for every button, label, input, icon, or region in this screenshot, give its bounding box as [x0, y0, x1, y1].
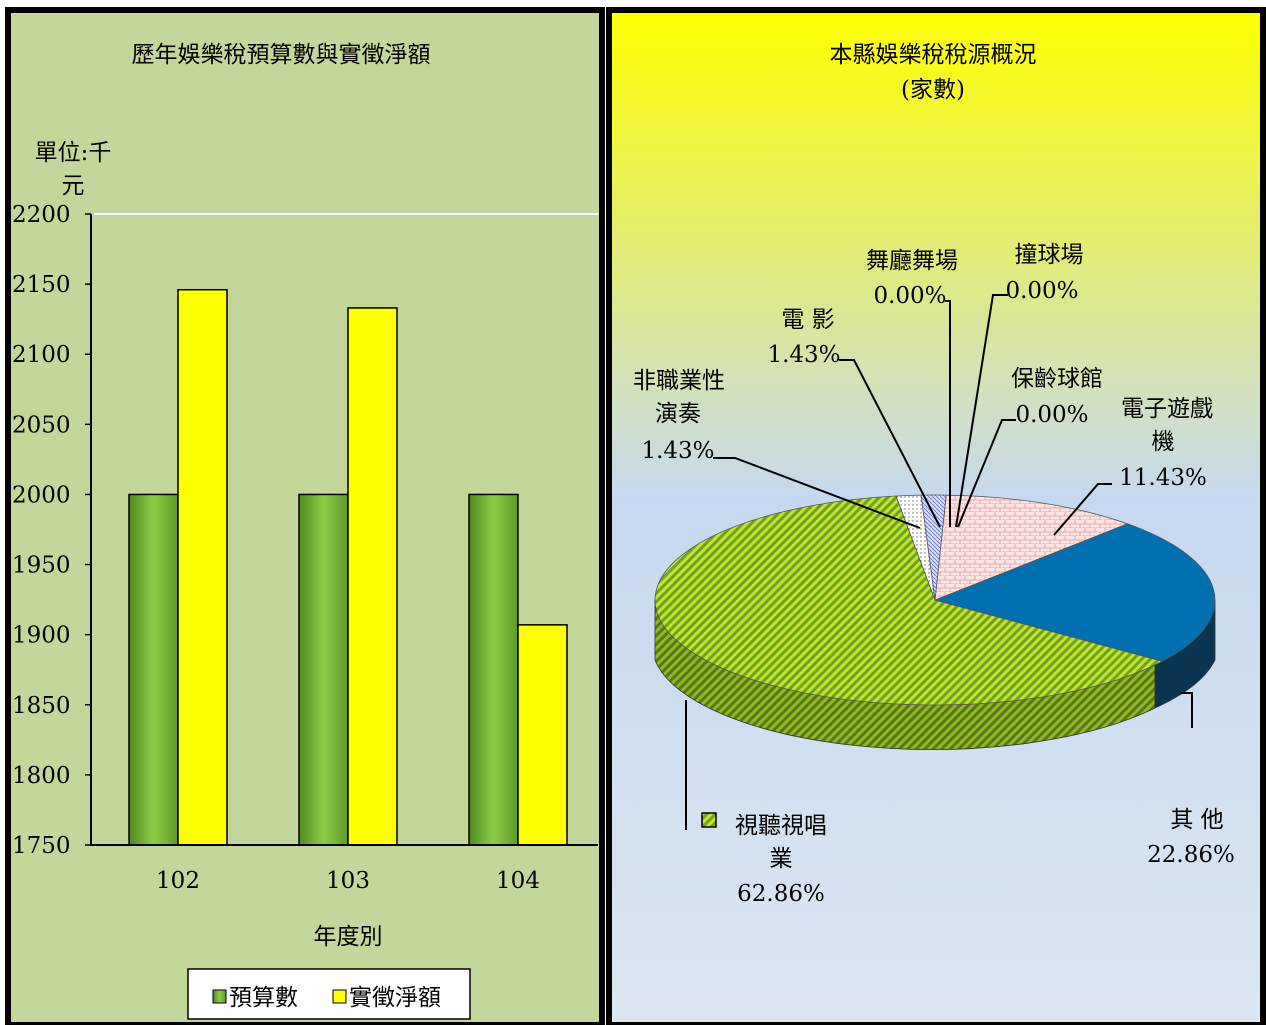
x-tick-label: 103 — [326, 868, 370, 894]
pie-slice-other — [933, 523, 1216, 662]
label-ktv-value: 62.86% — [737, 881, 825, 907]
bar-actual-102 — [177, 288, 228, 846]
y-tick-label: 1800 — [12, 763, 71, 789]
x-tick-labels: 102 103 104 — [156, 868, 540, 894]
y-tick-label: 1900 — [12, 623, 71, 649]
pie-chart-subtitle: (家數) — [901, 77, 965, 103]
legend-box — [187, 968, 471, 1020]
y-tick-label: 2050 — [12, 412, 71, 438]
leader-game — [1053, 483, 1112, 536]
label-perf-value: 1.43% — [641, 438, 714, 464]
label-bowling: 保齡球館 — [1011, 366, 1103, 392]
pie-slice-ktv — [654, 495, 1164, 706]
label-billiards: 撞球場 — [1015, 242, 1084, 268]
label-ktv-line2: 業 — [770, 846, 793, 872]
bar-budget-103 — [298, 493, 349, 846]
label-ktv-line1: 視聽視唱 — [735, 813, 827, 839]
y-tick-label: 2000 — [12, 482, 71, 508]
pie-labels: 視聽視唱 業 62.86% 其 他 22.86% 電子遊戲 機 11.43% 非… — [633, 242, 1235, 907]
y-tick-label: 1750 — [12, 833, 71, 859]
y-tick-label: 1950 — [12, 553, 71, 579]
leader-bowling — [957, 419, 1016, 528]
leader-dance — [945, 300, 951, 527]
y-tick-label: 2150 — [12, 272, 71, 298]
label-movie: 電 影 — [781, 307, 834, 333]
bar-chart-title: 歷年娛樂稅預算數與實徵淨額 — [132, 42, 431, 68]
bar-marks — [128, 288, 568, 846]
pie-chart-title: 本縣娛樂稅稅源概況 — [830, 42, 1037, 68]
label-other-value: 22.86% — [1147, 842, 1235, 868]
y-tick-label: 2100 — [12, 342, 71, 368]
label-movie-value: 1.43% — [767, 342, 840, 368]
leader-other — [1181, 692, 1193, 728]
bar-budget-104 — [468, 493, 519, 846]
leader-lines — [685, 294, 1193, 830]
y-tick-label: 2200 — [12, 202, 71, 228]
leader-billiards — [955, 294, 1008, 528]
bar-budget-102 — [128, 493, 179, 846]
bar-legend: 預算數 實徵淨額 — [187, 968, 471, 1020]
label-dance: 舞廳舞場 — [866, 248, 958, 274]
pie-slice-movie — [920, 494, 947, 601]
label-bowling-value: 0.00% — [1015, 402, 1088, 428]
label-game-line2: 機 — [1152, 429, 1175, 455]
label-perf-line1: 非職業性 — [633, 368, 725, 394]
x-tick-label: 104 — [496, 868, 540, 894]
label-dance-value: 0.00% — [873, 283, 946, 309]
legend-swatch-budget — [212, 989, 227, 1004]
label-game-value: 11.43% — [1119, 465, 1207, 491]
x-tick-label: 102 — [156, 868, 200, 894]
label-billiards-value: 0.00% — [1005, 278, 1078, 304]
label-other: 其 他 — [1170, 807, 1223, 833]
leader-perf — [713, 457, 921, 529]
pie-chart-panel: 本縣娛樂稅稅源概況 (家數) 視聽視唱 業 62.86% 其 他 — [606, 7, 1266, 1025]
bar-chart-unit-line1: 單位:千 — [35, 140, 112, 166]
ktv-legend-key — [701, 812, 717, 828]
label-perf-line2: 演奏 — [655, 401, 701, 427]
legend-label-actual: 實徵淨額 — [349, 985, 441, 1011]
x-axis-label: 年度別 — [314, 924, 383, 950]
bar-actual-103 — [347, 307, 398, 846]
legend-swatch-actual — [332, 989, 347, 1004]
bar-chart-panel: 歷年娛樂稅預算數與實徵淨額 單位:千 元 2200 2150 2100 2050 200… — [5, 7, 605, 1025]
y-tick-labels: 2200 2150 2100 2050 2000 1950 1900 1850 1800 1750 — [12, 202, 91, 859]
y-tick-label: 1850 — [12, 693, 71, 719]
bar-actual-104 — [517, 624, 568, 846]
leader-movie — [839, 359, 941, 528]
legend-label-budget: 預算數 — [229, 985, 298, 1011]
label-game-line1: 電子遊戲 — [1121, 396, 1213, 422]
bar-chart-unit-line2: 元 — [62, 173, 85, 199]
